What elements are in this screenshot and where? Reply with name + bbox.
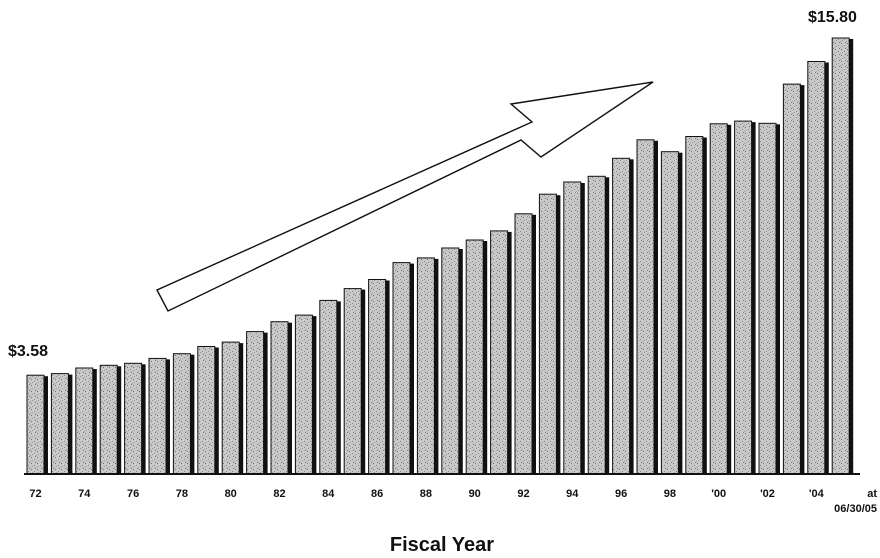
bar-02 bbox=[758, 122, 777, 475]
x-tick-label: 86 bbox=[371, 488, 383, 500]
bar-91 bbox=[490, 230, 509, 475]
bar-00 bbox=[709, 123, 728, 475]
x-tick-label: 98 bbox=[664, 488, 676, 500]
bar-shadow bbox=[263, 332, 268, 474]
bar-shadow bbox=[361, 289, 366, 474]
bar-shadow bbox=[800, 85, 805, 474]
x-tick-label: 90 bbox=[469, 488, 481, 500]
x-tick-label: 80 bbox=[225, 488, 237, 500]
bar-76 bbox=[124, 362, 143, 475]
x-tick-label: 76 bbox=[127, 488, 139, 500]
first-data-label: $3.58 bbox=[8, 343, 48, 360]
x-tick-label: 74 bbox=[78, 488, 91, 500]
bar-shadow bbox=[141, 364, 146, 474]
bar-shadow bbox=[410, 263, 414, 474]
bar-97 bbox=[636, 139, 655, 475]
bar-shadow bbox=[556, 195, 561, 474]
bar-82 bbox=[270, 321, 289, 475]
bar-78 bbox=[172, 353, 191, 475]
bar-79 bbox=[197, 346, 216, 475]
bar-shadow bbox=[117, 366, 122, 474]
bar-85 bbox=[343, 288, 362, 475]
bar-shadow bbox=[605, 177, 610, 475]
bar-shadow bbox=[727, 124, 732, 475]
x-tick-labels: 72 74 76 78 80 82 84 86 88 90 92 94 96 98 '00 '02 '04 at 0… bbox=[29, 488, 877, 515]
x-tick-label: 88 bbox=[420, 488, 432, 500]
x-axis-title: Fiscal Year bbox=[390, 534, 494, 556]
x-tick-label: 72 bbox=[29, 488, 41, 500]
bar-shadow bbox=[312, 316, 317, 474]
bar-shadow bbox=[580, 183, 585, 474]
last-data-label: $15.80 bbox=[808, 9, 857, 26]
bar-at-06-30-05 bbox=[831, 37, 850, 475]
bar-87 bbox=[392, 262, 411, 475]
bar-shadow bbox=[239, 343, 244, 474]
x-tick-label: 82 bbox=[273, 488, 285, 500]
x-tick-label: 84 bbox=[322, 488, 335, 500]
bar-shadow bbox=[214, 347, 219, 474]
bar-01 bbox=[734, 120, 753, 475]
bar-shadow bbox=[776, 124, 780, 475]
x-tick-label: 78 bbox=[176, 488, 188, 500]
bar-75 bbox=[99, 364, 118, 475]
x-tick-label: '02 bbox=[760, 488, 775, 500]
trend-arrow bbox=[156, 81, 654, 312]
bar-99 bbox=[685, 136, 704, 475]
bar-shadow bbox=[849, 39, 854, 474]
bar-72 bbox=[26, 374, 45, 475]
bar-98 bbox=[660, 151, 679, 475]
bar-shadow bbox=[92, 369, 97, 474]
bar-80 bbox=[221, 341, 240, 475]
x-tick-label: '04 bbox=[809, 488, 825, 500]
bar-shadow bbox=[190, 354, 195, 474]
bars-group bbox=[26, 37, 854, 475]
bar-84 bbox=[319, 299, 338, 475]
x-tick-label: at 06/30/05 bbox=[834, 488, 877, 515]
bar-83 bbox=[294, 314, 313, 475]
bar-shadow bbox=[68, 374, 73, 474]
bar-shadow bbox=[44, 376, 48, 474]
bar-shadow bbox=[434, 258, 439, 474]
bar-shadow bbox=[458, 249, 463, 474]
bar-77 bbox=[148, 357, 167, 475]
bar-shadow bbox=[288, 322, 292, 474]
x-tick-label: '00 bbox=[711, 488, 726, 500]
bar-95 bbox=[587, 175, 606, 475]
bar-shadow bbox=[824, 62, 829, 474]
bar-shadow bbox=[483, 241, 488, 474]
bar-shadow bbox=[654, 140, 658, 475]
bar-shadow bbox=[629, 159, 634, 475]
bar-81 bbox=[246, 331, 265, 475]
bar-shadow bbox=[507, 231, 512, 474]
x-tick-label: 94 bbox=[566, 488, 579, 500]
bar-94 bbox=[563, 181, 582, 475]
bar-88 bbox=[416, 257, 435, 475]
bar-shadow bbox=[751, 122, 756, 474]
x-tick-label: 96 bbox=[615, 488, 627, 500]
bar-shadow bbox=[336, 301, 341, 474]
bar-92 bbox=[514, 213, 533, 475]
x-tick-label: 92 bbox=[517, 488, 529, 500]
bar-shadow bbox=[532, 214, 536, 475]
bar-73 bbox=[50, 373, 69, 475]
bar-shadow bbox=[166, 359, 170, 474]
bar-90 bbox=[465, 239, 484, 475]
bar-04 bbox=[807, 61, 826, 475]
bar-shadow bbox=[385, 280, 390, 474]
bar-shadow bbox=[702, 137, 707, 474]
bar-89 bbox=[441, 247, 460, 475]
bar-03 bbox=[782, 83, 801, 475]
bar-96 bbox=[612, 157, 631, 475]
bar-86 bbox=[368, 279, 387, 475]
bar-74 bbox=[75, 367, 94, 475]
bar-93 bbox=[538, 193, 557, 475]
bar-shadow bbox=[678, 152, 683, 474]
